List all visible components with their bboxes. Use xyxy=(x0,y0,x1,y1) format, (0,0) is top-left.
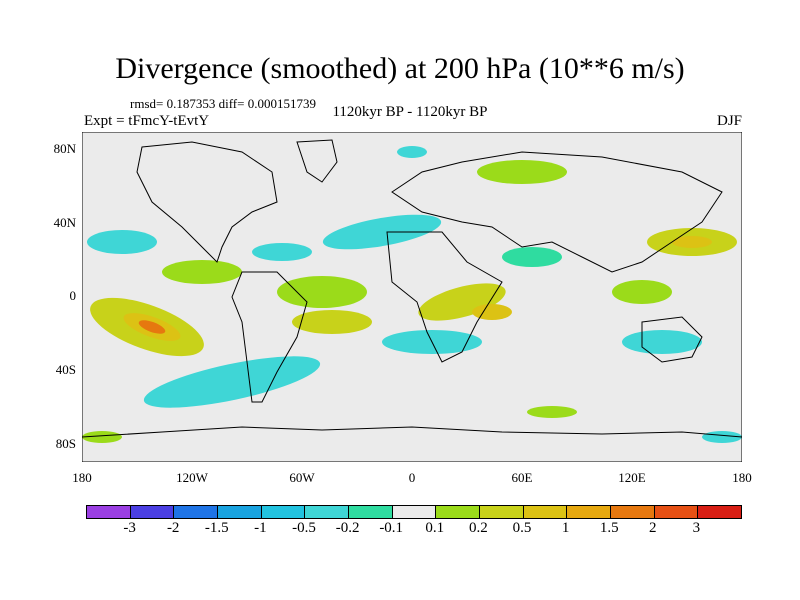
australia-coast xyxy=(641,316,703,363)
colorbar-label: -2 xyxy=(166,520,180,536)
colorbar-label: -0.2 xyxy=(335,520,360,536)
y-tick-label: 40N xyxy=(53,215,76,230)
negative-patch xyxy=(322,214,442,250)
positive-patch xyxy=(472,304,512,320)
x-tick-label: 180 xyxy=(72,470,92,485)
season-label: DJF xyxy=(716,113,742,129)
positive-patch xyxy=(162,260,242,284)
positive-patch xyxy=(418,283,506,321)
colorbar-swatch xyxy=(305,506,350,518)
x-tick-label: 0 xyxy=(408,470,416,485)
x-tick-label: 120E xyxy=(618,470,646,485)
negative-patch xyxy=(397,146,427,158)
negative-patch xyxy=(502,247,562,267)
eurasia-coast xyxy=(391,151,723,273)
positive-patch xyxy=(277,276,367,308)
south-america-coast xyxy=(231,271,308,403)
y-tick-label: 80S xyxy=(55,436,76,451)
antarctica-coast xyxy=(82,426,742,438)
colorbar-swatch xyxy=(654,506,699,518)
colorbar-swatch xyxy=(611,506,655,518)
y-tick-label: 40S xyxy=(55,362,76,377)
divergence-field xyxy=(82,146,742,443)
colorbar-swatch xyxy=(261,506,306,518)
colorbar-label: 0.1 xyxy=(425,520,445,536)
greenland-coast xyxy=(296,139,338,183)
positive-patch xyxy=(612,280,672,304)
x-tick-label: 120W xyxy=(176,470,208,485)
colorbar xyxy=(86,505,742,519)
y-tick-label: 0 xyxy=(69,288,77,303)
plot-title: Divergence (smoothed) at 200 hPa (10**6 … xyxy=(115,52,685,85)
colorbar-label: -0.5 xyxy=(292,520,316,536)
colorbar-swatch xyxy=(218,506,262,518)
x-tick-label: 60W xyxy=(289,470,315,485)
map-panel xyxy=(82,132,742,462)
negative-patch xyxy=(622,330,702,354)
colorbar-swatch xyxy=(87,506,131,518)
north-america-coast xyxy=(136,141,278,263)
colorbar-swatch xyxy=(567,506,612,518)
colorbar-label: -1 xyxy=(254,520,267,536)
colorbar-label: 2 xyxy=(649,520,657,536)
colorbar-swatch xyxy=(349,506,393,518)
negative-patch xyxy=(252,243,312,261)
colorbar-label: -0.1 xyxy=(379,520,404,536)
colorbar-swatch xyxy=(130,506,175,518)
colorbar-label: 3 xyxy=(692,520,701,536)
positive-patch xyxy=(477,160,567,184)
positive-patch xyxy=(672,236,712,248)
colorbar-label: 1 xyxy=(561,520,570,536)
y-tick-label: 80N xyxy=(53,141,76,156)
colorbar-label: 0.5 xyxy=(512,520,532,536)
x-tick-label: 60E xyxy=(511,470,533,485)
positive-patch xyxy=(138,320,166,334)
negative-patch xyxy=(87,230,157,254)
colorbar-swatch xyxy=(174,506,219,518)
divergence-map xyxy=(82,132,742,462)
colorbar-label: 1.5 xyxy=(599,520,619,536)
period-label: 1120kyr BP - 1120kyr BP xyxy=(332,104,488,120)
colorbar-swatch xyxy=(480,506,524,518)
experiment-label: Expt = tFmcY-tEvtY xyxy=(84,113,210,129)
negative-patch xyxy=(143,356,321,408)
x-tick-label: 180 xyxy=(732,470,752,485)
colorbar-swatch xyxy=(698,506,742,518)
colorbar-label: -1.5 xyxy=(204,520,229,536)
positive-patch xyxy=(527,406,577,418)
colorbar-swatch xyxy=(392,506,437,518)
positive-patch xyxy=(82,431,122,443)
colorbar-swatch xyxy=(523,506,568,518)
coastlines xyxy=(82,139,742,438)
africa-coast xyxy=(386,231,503,363)
positive-patch xyxy=(292,310,372,334)
colorbar-label: -3 xyxy=(123,520,136,536)
stats-text: rmsd= 0.187353 diff= 0.000151739 xyxy=(130,96,316,111)
colorbar-label: 0.2 xyxy=(469,520,488,536)
colorbar-swatch xyxy=(436,506,481,518)
